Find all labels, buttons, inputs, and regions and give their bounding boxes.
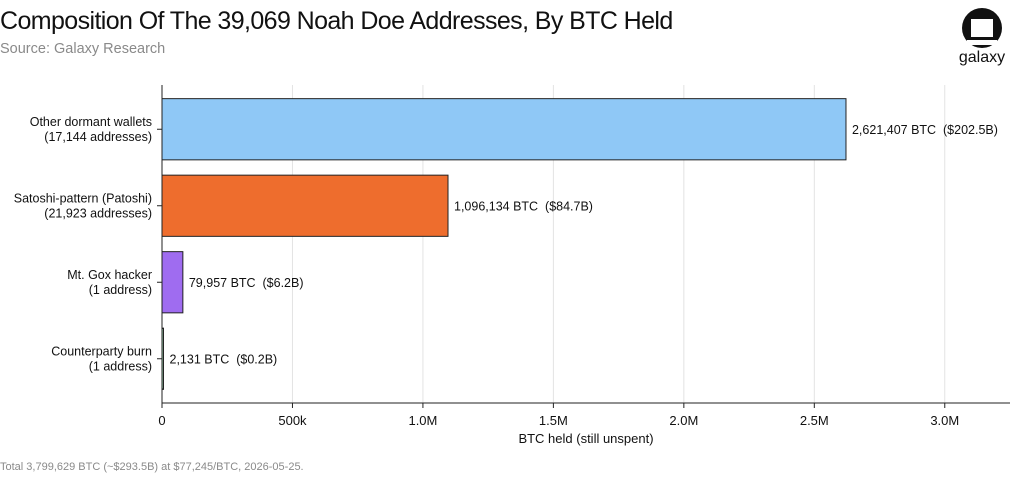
- bar: [161, 251, 184, 314]
- category-label: (21,923 addresses): [44, 206, 152, 220]
- x-tick-label: 1.0M: [408, 413, 437, 428]
- bar: [161, 98, 847, 161]
- x-tick-label: 2.5M: [800, 413, 829, 428]
- x-tick-label: 500k: [278, 413, 307, 428]
- x-axis-title: BTC held (still unspent): [518, 431, 653, 446]
- chart-source: Source: Galaxy Research: [0, 41, 166, 57]
- chart-title: Composition Of The 39,069 Noah Doe Addre…: [0, 7, 673, 35]
- x-tick-label: 1.5M: [539, 413, 568, 428]
- x-tick-label: 0: [158, 413, 165, 428]
- category-label: Counterparty burn: [51, 344, 152, 358]
- x-tick-label: 2.0M: [669, 413, 698, 428]
- brand-name: galaxy: [958, 49, 1006, 66]
- bar-value-label: 2,621,407 BTC ($202.5B): [852, 123, 998, 137]
- bar-value-label: 2,131 BTC ($0.2B): [170, 352, 278, 366]
- category-label: Satoshi-pattern (Patoshi): [14, 191, 152, 205]
- bar: [161, 174, 449, 237]
- x-tick-label: 3.0M: [930, 413, 959, 428]
- footer-note: Total 3,799,629 BTC (~$293.5B) at $77,24…: [0, 461, 304, 473]
- category-label: (1 address): [89, 283, 152, 297]
- category-label: (17,144 addresses): [44, 130, 152, 144]
- galaxy-logo-icon: [962, 8, 1002, 48]
- bar-value-label: 1,096,134 BTC ($84.7B): [454, 199, 593, 213]
- category-label: (1 address): [89, 359, 152, 373]
- category-label: Other dormant wallets: [30, 115, 152, 129]
- bar-value-label: 79,957 BTC ($6.2B): [189, 276, 304, 290]
- category-label: Mt. Gox hacker: [67, 268, 152, 282]
